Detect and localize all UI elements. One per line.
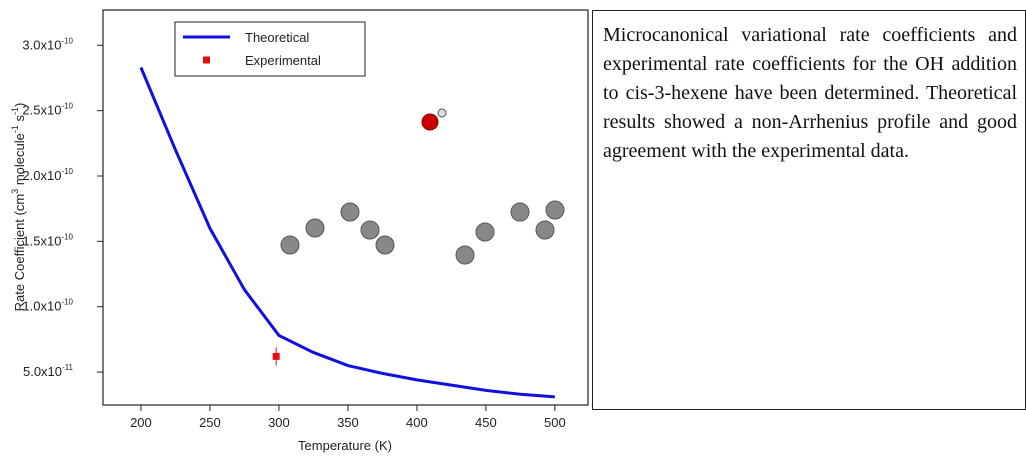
x-axis-label: Temperature (K) xyxy=(298,438,392,453)
x-tick-label: 200 xyxy=(130,415,152,430)
description: Microcanonical variational rate coeffici… xyxy=(592,10,1026,410)
y-tick-label: 2.0x10-10 xyxy=(22,167,73,183)
y-label-part: ) xyxy=(12,103,27,107)
chart: Temperature (K) 200 250 300 350 400 450 500 5.0… xyxy=(0,0,590,463)
y-label-superscript: -1 xyxy=(10,125,20,133)
y-tick-base: 2.0x10 xyxy=(22,168,61,183)
y-tick-exponent: -10 xyxy=(61,167,73,176)
y-tick-exponent: -10 xyxy=(61,36,73,45)
y-axis-label: Rate Coefficient (cm3 molecule-1 s-1) xyxy=(10,103,27,312)
y-label-part: s xyxy=(12,115,27,126)
y-tick-label: 1.0x10-10 xyxy=(22,298,73,314)
x-tick-label: 450 xyxy=(475,415,497,430)
x-tick-label: 250 xyxy=(199,415,221,430)
y-tick-exponent: -10 xyxy=(61,298,73,307)
y-tick-base: 1.0x10 xyxy=(22,299,61,314)
y-tick-base: 1.5x10 xyxy=(22,233,61,248)
page: {"chart_data": {"type": "line", "x_label… xyxy=(0,0,1026,463)
y-label-part: Rate Coefficient (cm xyxy=(12,194,27,312)
x-tick-label: 500 xyxy=(544,415,566,430)
y-tick-exponent: -10 xyxy=(61,102,73,111)
x-tick-label: 350 xyxy=(337,415,359,430)
y-tick-label: 2.5x10-10 xyxy=(22,102,73,118)
y-label-superscript: -1 xyxy=(10,107,20,115)
data-point xyxy=(273,353,280,360)
molecule-illustration xyxy=(281,109,564,264)
legend-label: Theoretical xyxy=(245,30,309,45)
x-tick-label: 300 xyxy=(268,415,290,430)
legend-marker xyxy=(203,57,210,64)
y-tick-base: 3.0x10 xyxy=(22,37,61,52)
y-tick-base: 2.5x10 xyxy=(22,103,61,118)
legend-label: Experimental xyxy=(245,53,321,68)
y-tick-label: 3.0x10-10 xyxy=(22,36,73,52)
y-label-part: molecule xyxy=(12,133,27,189)
y-tick-label: 1.5x10-10 xyxy=(22,232,73,248)
y-tick-base: 5.0x10 xyxy=(23,364,62,379)
y-tick-exponent: -11 xyxy=(62,363,74,372)
y-tick-label: 5.0x10-11 xyxy=(23,363,74,379)
y-tick-exponent: -10 xyxy=(61,232,73,241)
x-tick-label: 400 xyxy=(406,415,428,430)
